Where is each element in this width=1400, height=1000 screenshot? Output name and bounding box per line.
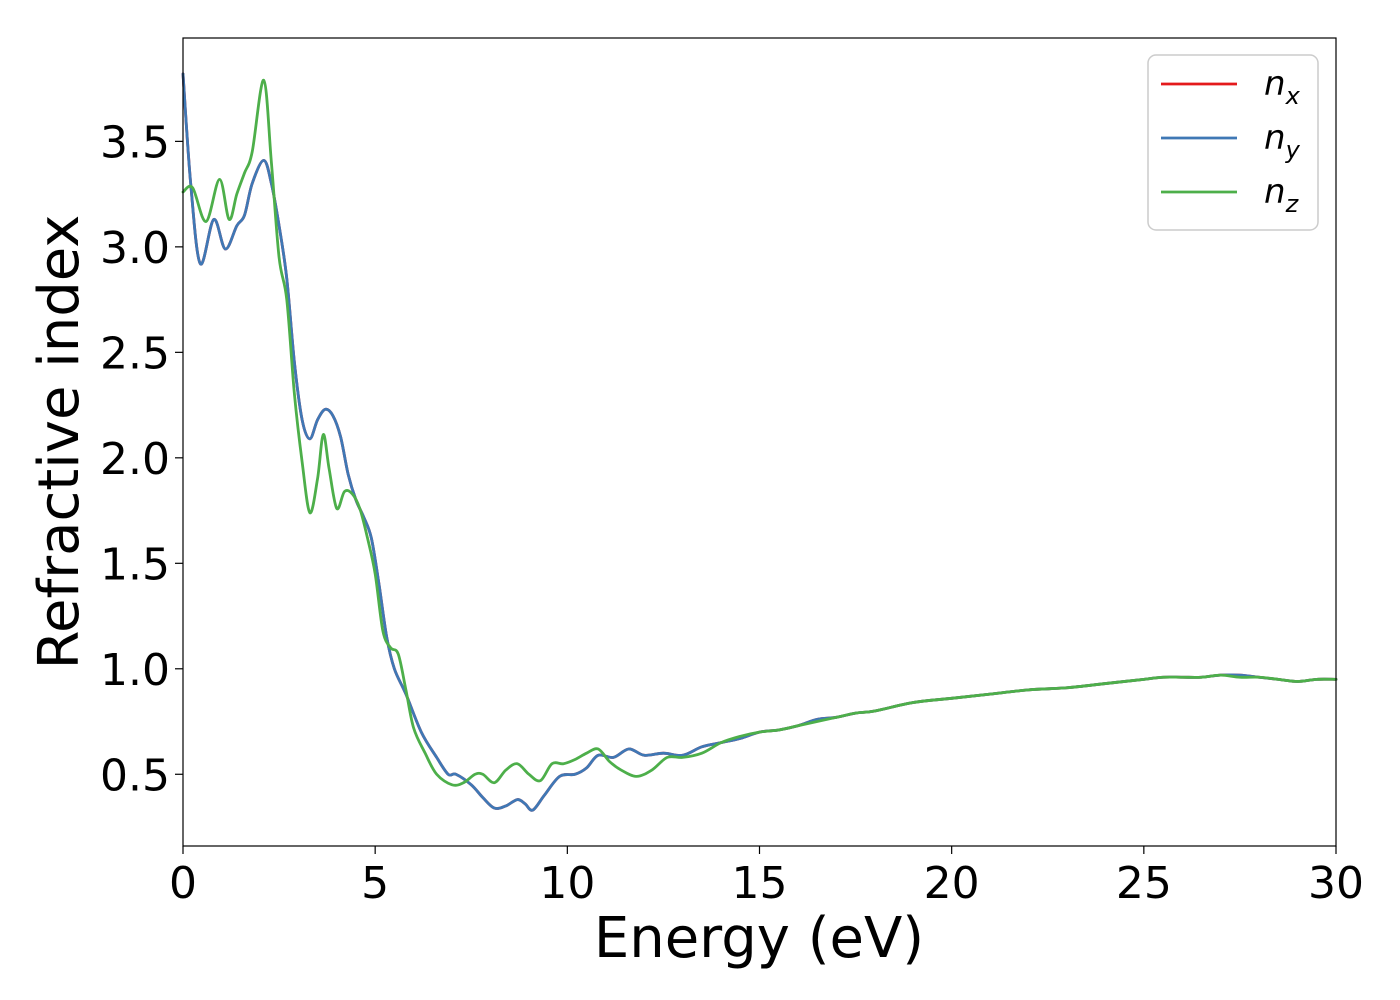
y-tick-label: 2.0: [100, 434, 170, 485]
x-tick-label: 20: [924, 858, 980, 909]
y-tick-label: 3.5: [100, 117, 170, 168]
x-tick-label: 10: [539, 858, 595, 909]
legend-label-nz: nz: [1264, 172, 1300, 218]
y-tick-label: 0.5: [100, 750, 170, 801]
y-axis-ticks: 0.5 1.0 1.5 2.0 2.5 3.0 3.5: [100, 117, 183, 801]
x-axis-title: Energy (eV): [594, 906, 924, 971]
y-tick-label: 2.5: [100, 328, 170, 379]
legend-box: [1147, 54, 1319, 231]
legend: nx ny nz: [1147, 54, 1319, 231]
y-tick-label: 1.5: [100, 539, 170, 590]
y-tick-label: 3.0: [100, 223, 170, 274]
series-layer: [181, 72, 1338, 812]
legend-label-nx: nx: [1264, 64, 1301, 110]
x-tick-label: 25: [1116, 858, 1172, 909]
y-tick-label: 1.0: [100, 645, 170, 696]
series-line-nz: [181, 78, 1338, 787]
legend-label-ny: ny: [1264, 118, 1301, 164]
y-axis-title: Refractive index: [27, 215, 92, 670]
x-tick-label: 5: [361, 858, 389, 909]
x-axis-ticks: 0 5 10 15 20 25 30: [169, 846, 1364, 909]
x-tick-label: 30: [1308, 858, 1364, 909]
x-tick-label: 0: [169, 858, 197, 909]
x-tick-label: 15: [732, 858, 788, 909]
